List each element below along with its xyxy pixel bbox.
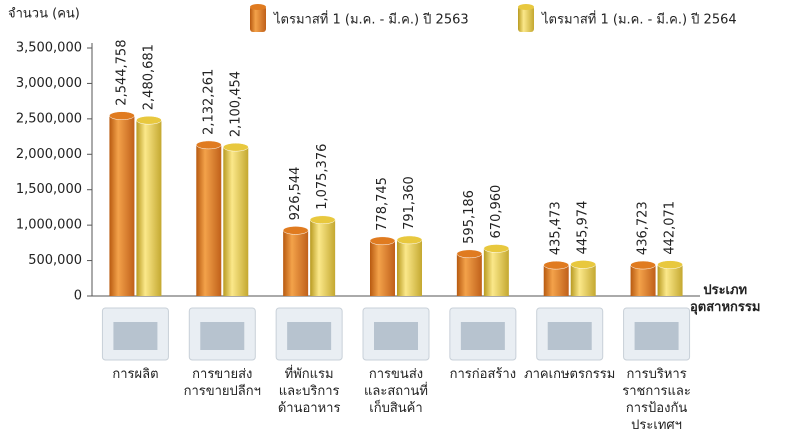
legend-swatch-top [250, 4, 266, 10]
legend-swatch-top [518, 4, 534, 10]
bar-top [109, 111, 135, 120]
value-label: 2,100,454 [228, 71, 243, 137]
category-icon-detail [113, 322, 158, 350]
x-axis-title: ประเภท อุตสาหกรรม [690, 283, 761, 315]
value-label: 435,473 [549, 201, 564, 255]
bar [456, 253, 482, 296]
y-tick-label: 1,000,000 [16, 218, 82, 233]
y-tick-label: 1,500,000 [16, 182, 82, 197]
x-tick-label: การบริหาร ราชการและ การป้องกัน ประเทศฯ [622, 367, 691, 433]
bar-top [282, 226, 309, 235]
category-icon-detail [374, 322, 418, 350]
bar-top [570, 260, 596, 269]
y-tick-label: 3,000,000 [16, 76, 82, 91]
bar [370, 240, 395, 296]
legend-label: ไตรมาสที่ 1 (ม.ค. - มี.ค.) ปี 2563 [273, 11, 469, 28]
bar [223, 147, 249, 296]
bar-top [396, 235, 423, 245]
y-axis-title: จำนวน (คน) [8, 7, 80, 22]
x-tick-label: การก่อสร้าง [449, 367, 517, 382]
bar-top [456, 249, 483, 259]
x-tick-label: การผลิต [112, 367, 159, 382]
category-icon-detail [460, 322, 505, 350]
x-tick-label: ภาคเกษตรกรรม [524, 367, 616, 382]
y-tick-label: 2,500,000 [16, 111, 82, 126]
bar [196, 144, 222, 296]
value-label: 595,186 [462, 190, 477, 244]
value-label: 791,360 [402, 176, 417, 230]
value-label: 2,480,681 [141, 44, 156, 110]
y-tick-label: 3,500,000 [16, 41, 82, 56]
bar [310, 219, 336, 296]
x-tick-label: การขายส่ง การขายปลีกฯ [183, 367, 261, 399]
bar [570, 264, 596, 296]
bar [109, 115, 135, 296]
legend-label: ไตรมาสที่ 1 (ม.ค. - มี.ค.) ปี 2564 [541, 11, 737, 28]
value-label: 926,544 [288, 167, 303, 221]
bar [657, 264, 683, 296]
value-label: 2,544,758 [114, 40, 129, 106]
value-label: 778,745 [375, 177, 390, 231]
bar-top [223, 142, 249, 152]
value-label: 436,723 [636, 201, 651, 255]
bar [630, 265, 656, 296]
bar [136, 120, 162, 296]
category-icon-detail [200, 322, 245, 350]
y-tick-label: 0 [74, 289, 82, 304]
bar-top [369, 236, 396, 246]
bar-top [543, 260, 569, 270]
y-tick-label: 500,000 [28, 253, 82, 268]
bar-top [196, 140, 222, 150]
x-tick-label: ที่พักแรม และบริการ ด้านอาหาร [277, 367, 341, 416]
bar-top [630, 260, 656, 270]
bar [483, 248, 509, 296]
value-label: 442,071 [663, 201, 678, 255]
category-icon-detail [287, 322, 332, 350]
category-icon-detail [547, 322, 592, 350]
legend-swatch [518, 6, 534, 32]
category-icon-detail [634, 322, 679, 350]
bar-top [136, 115, 162, 125]
value-label: 1,075,376 [315, 144, 330, 210]
bar [543, 265, 569, 296]
legend-swatch [250, 6, 266, 32]
value-label: 445,974 [576, 201, 591, 255]
x-tick-label: การขนส่ง และสถานที่ เก็บสินค้า [364, 367, 428, 416]
bar [283, 230, 309, 296]
bar-top [309, 215, 336, 225]
bar-top [657, 260, 683, 269]
value-label: 670,960 [489, 185, 504, 239]
bar-top [483, 244, 510, 253]
bar [397, 239, 422, 296]
y-tick-label: 2,000,000 [16, 147, 82, 162]
value-label: 2,132,261 [201, 69, 216, 135]
